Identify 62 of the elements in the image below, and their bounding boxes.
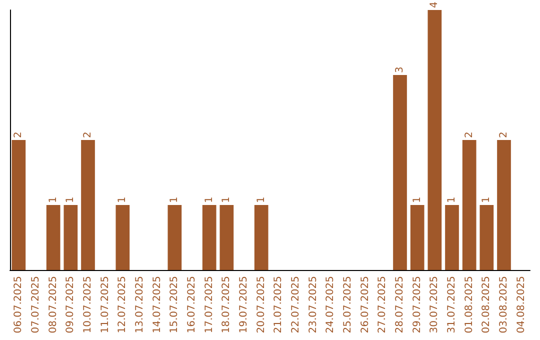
bar (462, 140, 476, 270)
x-tick-label: 01.08.2025 (464, 276, 475, 334)
x-tick-label: 25.07.2025 (342, 276, 354, 334)
bar (393, 75, 407, 270)
x-tick-label: 27.07.2025 (377, 276, 388, 334)
data-label: 1 (65, 196, 76, 203)
bar (480, 205, 494, 270)
x-tick-label: 20.07.2025 (256, 276, 267, 334)
bar (410, 205, 424, 270)
x-tick-label: 04.08.2025 (516, 276, 527, 334)
bar (497, 140, 511, 270)
bar (220, 205, 234, 270)
x-tick-label: 10.07.2025 (82, 276, 94, 334)
bar (64, 205, 78, 270)
data-label: 2 (464, 132, 475, 138)
x-tick-label: 16.07.2025 (186, 276, 198, 334)
bar (168, 205, 182, 270)
x-tick-label: 09.07.2025 (65, 276, 76, 334)
data-label: 2 (82, 132, 94, 138)
data-label: 1 (412, 196, 423, 203)
x-tick-label: 13.07.2025 (134, 276, 146, 334)
x-tick-label: 07.07.2025 (30, 276, 42, 334)
x-tick-label: 17.07.2025 (204, 276, 215, 334)
x-tick-label: 08.07.2025 (48, 276, 59, 334)
data-label: 1 (446, 196, 458, 203)
bar (428, 10, 442, 270)
x-tick-label: 19.07.2025 (238, 276, 250, 334)
bar (202, 205, 216, 270)
x-tick-label: 29.07.2025 (412, 276, 423, 334)
data-label: 1 (48, 196, 59, 203)
data-label: 1 (481, 196, 492, 203)
data-label: 2 (498, 132, 510, 138)
data-label: 1 (204, 196, 215, 203)
x-tick-label: 22.07.2025 (290, 276, 302, 334)
data-label: 1 (221, 196, 232, 203)
data-label: 1 (117, 196, 128, 203)
x-tick-label: 31.07.2025 (446, 276, 458, 334)
x-tick-label: 26.07.2025 (360, 276, 371, 334)
x-tick-label: 12.07.2025 (117, 276, 128, 334)
x-tick-label: 11.07.2025 (100, 276, 111, 334)
x-tick-label: 02.08.2025 (481, 276, 492, 334)
bar (116, 205, 130, 270)
bar (445, 205, 459, 270)
x-tick-label: 15.07.2025 (169, 276, 180, 334)
bar (46, 205, 60, 270)
x-tick-label: 28.07.2025 (394, 276, 406, 334)
x-tick-label: 03.08.2025 (498, 276, 510, 334)
bar (12, 140, 26, 270)
data-label: 1 (256, 196, 267, 203)
data-label: 3 (394, 66, 406, 73)
data-label: 2 (13, 132, 24, 138)
data-label: 1 (169, 196, 180, 203)
bar (81, 140, 95, 270)
x-tick-label: 06.07.2025 (13, 276, 24, 334)
x-tick-label: 30.07.2025 (429, 276, 440, 334)
x-tick-label: 21.07.2025 (273, 276, 284, 334)
x-tick-label: 18.07.2025 (221, 276, 232, 334)
bar (254, 205, 268, 270)
x-tick-label: 24.07.2025 (325, 276, 336, 334)
x-tick-label: 14.07.2025 (152, 276, 163, 334)
x-tick-label: 23.07.2025 (308, 276, 319, 334)
data-label: 4 (429, 2, 440, 8)
